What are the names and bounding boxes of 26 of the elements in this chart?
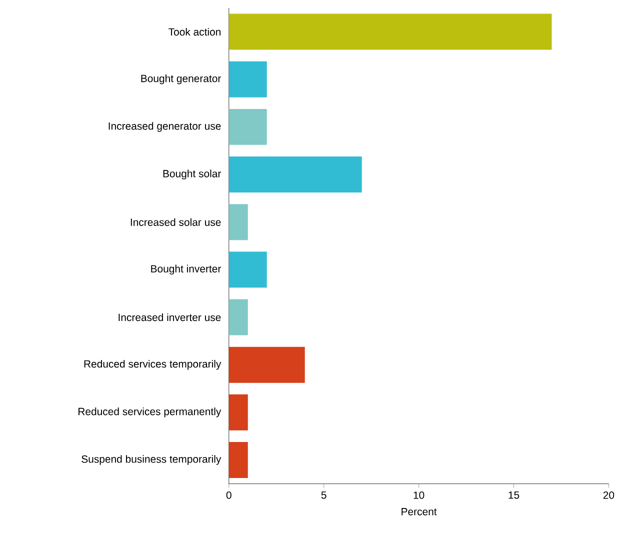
bar — [228, 442, 248, 478]
bar — [228, 394, 248, 431]
y-tick-label: Suspend business temporarily — [82, 455, 222, 465]
y-tick-label: Increased solar use — [130, 218, 221, 226]
bar — [228, 61, 267, 98]
x-tick-label: 0 — [226, 492, 232, 499]
bar — [228, 299, 248, 336]
y-tick-label: Reduced services permanently — [78, 408, 222, 418]
bar — [228, 252, 267, 288]
y-tick-label: Took action — [168, 28, 221, 36]
x-tick-label: 20 — [603, 492, 614, 499]
bar — [228, 14, 552, 50]
bar — [228, 109, 267, 146]
y-tick-label: Increased inverter use — [118, 314, 221, 322]
x-axis-title: Percent — [402, 508, 437, 516]
bar — [228, 346, 305, 383]
x-tick-label: 10 — [414, 492, 424, 499]
y-tick-label: Bought inverter — [151, 264, 222, 275]
bar — [228, 204, 248, 240]
y-tick-label: Reduced services temporarily — [84, 360, 222, 370]
y-tick-label: Bought generator — [141, 74, 222, 84]
bar — [228, 156, 362, 193]
y-tick-label: Bought solar — [163, 170, 222, 180]
x-tick-label: 15 — [508, 492, 520, 499]
x-tick-label: 5 — [321, 492, 326, 499]
y-tick-label: Increased generator use — [108, 122, 221, 132]
